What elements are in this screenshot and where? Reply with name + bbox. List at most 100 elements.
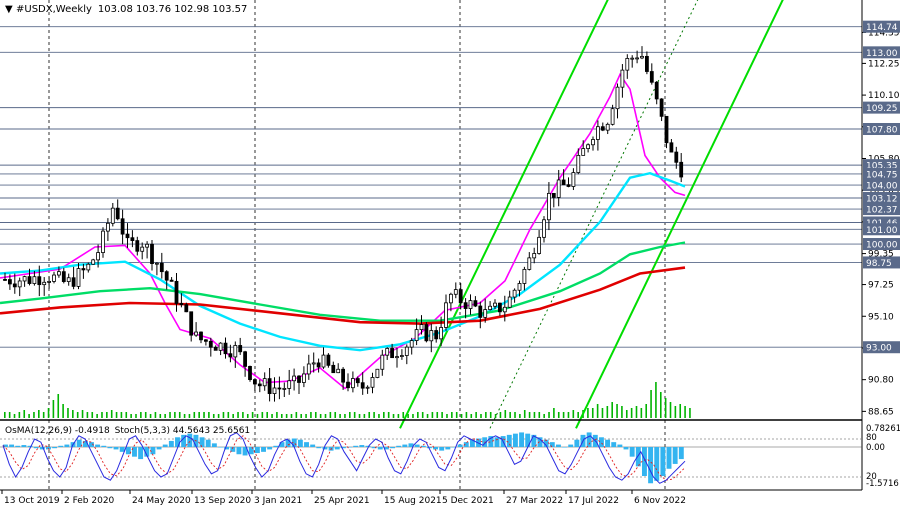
candle-body	[434, 330, 439, 340]
candle-body	[395, 356, 399, 359]
candle-body	[380, 354, 385, 370]
volume-bar	[246, 414, 249, 418]
volume-bar	[387, 412, 390, 418]
volume-bar	[110, 410, 113, 418]
candle-body	[145, 243, 150, 248]
volume-bar	[164, 414, 166, 418]
osma-bar	[230, 447, 236, 452]
candle-body	[458, 289, 463, 304]
volume-bar	[441, 412, 443, 418]
volume-bar	[650, 390, 652, 418]
level-tag-label: 98.75	[866, 259, 892, 269]
volume-bar	[655, 382, 657, 418]
volume-bar	[446, 414, 448, 418]
osma-bar	[58, 445, 64, 447]
volume-bar	[353, 412, 356, 418]
candle-body	[375, 368, 380, 378]
volume-bar	[295, 412, 298, 418]
candle-body	[179, 303, 184, 306]
osma-bar	[574, 439, 580, 447]
osma-bar	[426, 447, 432, 449]
x-tick-label: 15 Aug 2021	[384, 496, 442, 506]
osma-bar	[279, 442, 285, 447]
candle-body	[370, 377, 375, 388]
osc-y-tick-labels: 0.782615800.00 20-1.5716	[866, 424, 900, 489]
osma-bar	[261, 447, 266, 452]
volume-bar	[310, 412, 312, 418]
osma-bar	[236, 447, 242, 455]
volume-bar	[217, 414, 220, 418]
candle-body	[654, 81, 659, 100]
candle-body	[444, 302, 448, 328]
level-tag-label: 103.12	[866, 195, 898, 205]
osma-bar	[304, 442, 309, 447]
volume-bar	[533, 412, 536, 418]
candle-body	[483, 309, 488, 318]
candle-body	[218, 342, 223, 351]
osma-bar	[562, 447, 568, 448]
osma-bar	[549, 442, 555, 447]
volume-bar	[421, 412, 424, 418]
volume-bar	[499, 412, 502, 418]
volume-bar	[528, 412, 531, 418]
volume-bar	[509, 412, 511, 418]
volume-bar	[674, 406, 677, 418]
level-tag	[863, 167, 900, 180]
price-candles	[3, 46, 684, 402]
volume-bar	[417, 412, 419, 418]
candle-body	[596, 126, 600, 140]
candle-body	[502, 306, 507, 313]
osma-bar	[617, 444, 623, 447]
volume-bar	[222, 412, 225, 418]
candle-body	[331, 364, 336, 374]
candle-body	[566, 184, 571, 187]
osma-bar	[297, 439, 303, 447]
candle-body	[184, 304, 189, 313]
volume-bar	[208, 412, 210, 418]
osma-bar	[33, 447, 39, 449]
volume-bar	[426, 414, 429, 418]
level-tag-label: 102.37	[866, 206, 898, 216]
level-tag	[863, 20, 900, 33]
osma-bar	[285, 439, 291, 447]
candle-body	[419, 324, 424, 331]
level-tag-label: 93.00	[866, 344, 892, 354]
candle-body	[586, 144, 590, 149]
volume-bar	[383, 412, 385, 418]
level-tag	[863, 123, 900, 136]
volume-bar	[242, 412, 244, 418]
x-tick-label: 17 Jul 2022	[568, 496, 619, 506]
volume-bar	[412, 414, 414, 418]
candle-body	[600, 126, 605, 131]
volume-bar	[543, 414, 545, 418]
osma-bar	[463, 442, 469, 447]
osma-bar	[512, 433, 518, 447]
candle-body	[248, 365, 252, 380]
volume-bar	[149, 414, 152, 418]
volume-bar	[33, 412, 35, 418]
osma-bar	[187, 433, 193, 447]
osma-bar	[488, 436, 494, 447]
volume-bar	[125, 412, 128, 418]
volume-bar	[344, 414, 346, 418]
volume-bar	[621, 406, 623, 418]
osma-bar	[660, 447, 666, 477]
candle-body	[659, 98, 664, 117]
candle-body	[292, 375, 297, 382]
candle-body	[150, 243, 154, 264]
osma-bar	[175, 437, 180, 447]
candle-body	[199, 331, 203, 341]
level-tag	[863, 46, 900, 59]
level-tag-label: 114.74	[866, 23, 898, 33]
candle-body	[463, 302, 468, 309]
candle-body	[22, 276, 27, 282]
candle-body	[47, 281, 51, 283]
candle-body	[640, 55, 644, 59]
level-tag-label: 107.80	[866, 126, 898, 136]
volume-bar	[106, 412, 108, 418]
candle-body	[620, 69, 625, 88]
x-tick-label: 24 May 2020	[132, 496, 191, 506]
volume-bar	[62, 404, 64, 418]
candle-body	[512, 289, 517, 298]
